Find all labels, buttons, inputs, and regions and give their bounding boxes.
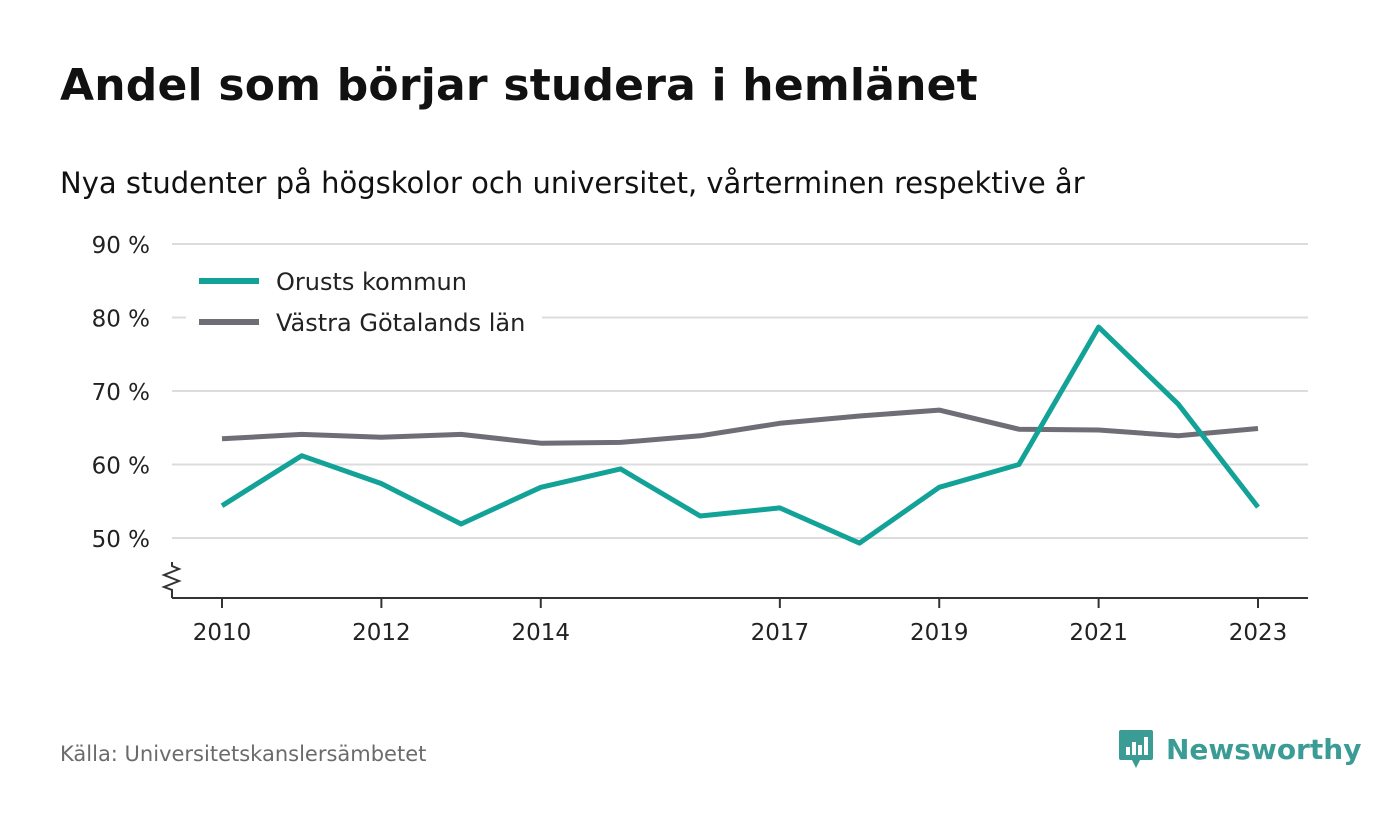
legend: Orusts kommun Västra Götalands län (186, 260, 542, 344)
x-tick-label: 2014 (511, 620, 570, 646)
y-tick-label: 70 % (92, 380, 150, 406)
y-tick-label: 50 % (92, 527, 150, 553)
chart-title: Andel som börjar studera i hemlänet (60, 60, 978, 111)
y-tick-label: 80 % (92, 307, 150, 333)
y-tick-label: 60 % (92, 454, 150, 480)
legend-background (186, 260, 542, 344)
source-note: Källa: Universitetskanslersämbetet (60, 742, 427, 766)
x-tick-label: 2019 (910, 620, 969, 646)
newsworthy-icon (1119, 730, 1153, 768)
x-tick-label: 2017 (751, 620, 810, 646)
y-axis-ticks: 50 % 60 % 70 % 80 % 90 % (92, 233, 150, 553)
chart-subtitle: Nya studenter på högskolor och universit… (60, 166, 1085, 200)
brand-name: Newsworthy (1166, 732, 1362, 766)
series-line-vastra-gotaland (221, 407, 1259, 446)
series-line-orust (220, 324, 1260, 546)
x-tick-label: 2021 (1069, 620, 1128, 646)
legend-label: Västra Götalands län (276, 309, 525, 337)
legend-label: Orusts kommun (276, 268, 467, 296)
x-axis-ticks: 2010 2012 2014 2017 2019 2021 2023 (193, 598, 1288, 646)
y-tick-label: 90 % (92, 233, 150, 259)
brand-logo[interactable]: Newsworthy (1118, 728, 1361, 770)
x-tick-label: 2010 (193, 620, 252, 646)
x-axis (161, 562, 1308, 599)
series-lines (220, 324, 1260, 546)
y-axis-break-icon (161, 562, 182, 598)
x-tick-label: 2023 (1229, 620, 1288, 646)
x-tick-label: 2012 (352, 620, 411, 646)
